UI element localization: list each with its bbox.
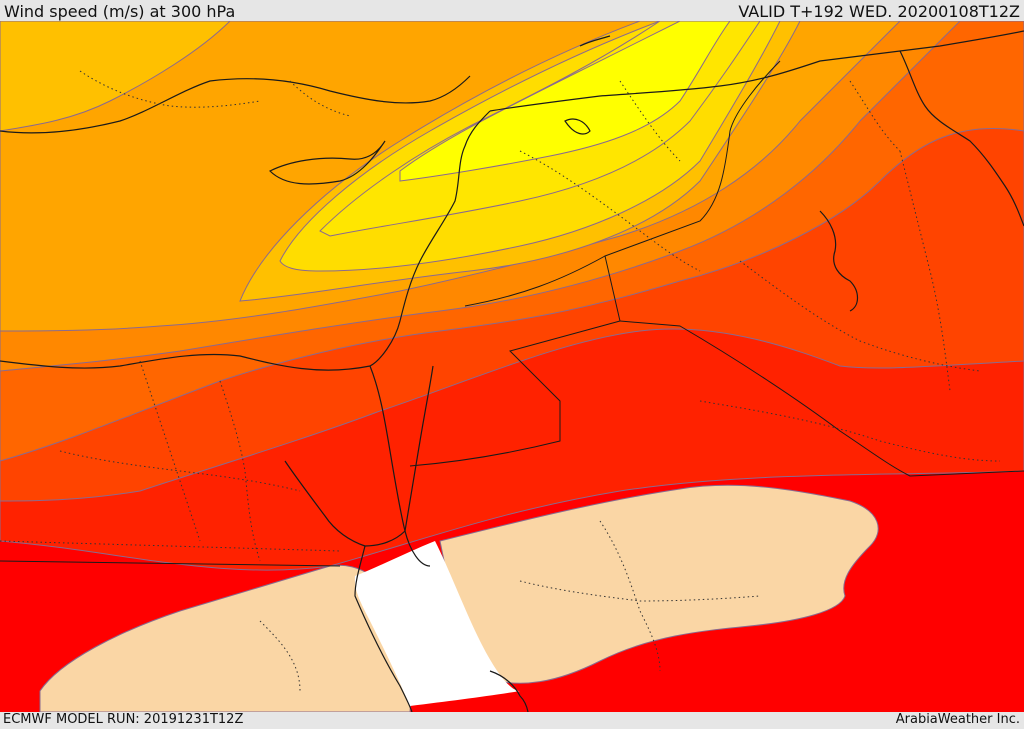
no-data-region — [354, 541, 520, 706]
wind-speed-map[interactable] — [0, 21, 1024, 712]
low-speed-region-east — [439, 484, 879, 684]
coastlines — [0, 30, 1024, 712]
footer-bar: ECMWF MODEL RUN: 20191231T12Z ArabiaWeat… — [0, 712, 1024, 729]
brand-credit: ArabiaWeather Inc. — [895, 712, 1020, 727]
admin-boundaries — [0, 70, 1001, 692]
header-bar: Wind speed (m/s) at 300 hPa VALID T+192 … — [0, 0, 1024, 21]
country-borders — [0, 60, 1024, 567]
band-orange-7a — [0, 21, 231, 132]
map-title: Wind speed (m/s) at 300 hPa — [4, 2, 236, 21]
model-run-label: ECMWF MODEL RUN: 20191231T12Z — [3, 712, 244, 727]
valid-time: VALID T+192 WED. 20200108T12Z — [738, 2, 1020, 21]
map-canvas — [0, 21, 1024, 712]
